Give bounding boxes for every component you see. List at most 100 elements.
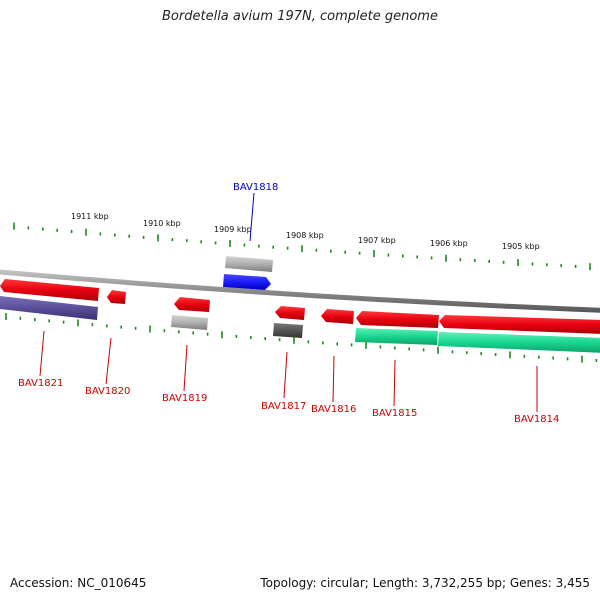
scale-minor-tick: [192, 331, 194, 335]
scale-major-tick: [85, 228, 87, 236]
scale-minor-tick: [206, 332, 209, 336]
scale-minor-tick: [538, 355, 540, 359]
gene-arrow-bav1814[interactable]: [439, 315, 600, 334]
gene-arrow-bav1816[interactable]: [321, 309, 354, 324]
gene-arrow-bav1819[interactable]: [174, 297, 210, 312]
scale-ticks-lower: [5, 313, 598, 363]
scale-minor-tick: [560, 264, 562, 268]
gene-arrow-bav1821[interactable]: [0, 279, 99, 301]
scale-minor-tick: [595, 359, 598, 362]
scale-minor-tick: [163, 329, 166, 333]
scale-minor-tick: [336, 342, 338, 346]
gene-arrow-bav1818[interactable]: [223, 274, 271, 290]
scale-minor-tick: [171, 238, 174, 242]
scale-minor-tick: [523, 354, 526, 358]
scale-major-tick: [509, 351, 511, 359]
scale-minor-tick: [200, 240, 202, 244]
grey-feature-bav1819[interactable]: [171, 315, 208, 330]
green-feature-bav1815[interactable]: [355, 328, 438, 345]
scale-minor-tick: [315, 248, 318, 252]
scale-major-tick: [77, 319, 79, 327]
gene-label-bav1821[interactable]: BAV1821: [18, 378, 63, 389]
grey-feature-bav1818[interactable]: [225, 256, 273, 272]
scale-minor-tick: [430, 256, 433, 260]
scale-minor-tick: [459, 258, 462, 262]
gene-label-bav1819[interactable]: BAV1819: [162, 393, 207, 404]
scale-major-tick: [589, 263, 591, 271]
scale-minor-tick: [552, 356, 554, 360]
scale-minor-tick: [394, 346, 396, 350]
scale-minor-tick: [258, 244, 260, 248]
leader-line-bav1818: [249, 192, 255, 242]
scale-minor-tick: [422, 348, 425, 352]
scale-minor-tick: [307, 340, 310, 344]
gene-arrow-bav1815[interactable]: [356, 311, 439, 328]
scale-minor-tick: [286, 246, 289, 250]
scale-minor-tick: [480, 352, 482, 356]
scale-minor-tick: [546, 263, 548, 267]
scale-minor-tick: [330, 249, 332, 253]
scale-minor-tick: [264, 337, 266, 341]
scale-minor-tick: [62, 320, 65, 324]
scale-major-tick: [5, 313, 7, 320]
map-title: Bordetella avium 197N, complete genome: [162, 9, 438, 24]
scale-minor-tick: [178, 330, 180, 334]
scale-minor-tick: [56, 228, 58, 232]
gene-label-bav1815[interactable]: BAV1815: [372, 408, 417, 419]
scale-minor-tick: [416, 255, 418, 259]
scale-minor-tick: [214, 241, 217, 245]
scale-minor-tick: [322, 341, 324, 345]
leader-line-bav1816: [332, 355, 335, 403]
cds-feature-bav1821[interactable]: [0, 296, 98, 320]
scale-major-tick: [293, 336, 295, 344]
scale-minor-tick: [379, 345, 382, 349]
scale-label-1907: 1907 kbp: [358, 236, 396, 245]
dark-feature-bav1817[interactable]: [273, 323, 303, 338]
scale-major-tick: [149, 325, 151, 333]
scale-major-tick: [365, 341, 367, 349]
scale-minor-tick: [42, 227, 44, 231]
scale-major-tick: [157, 234, 159, 242]
scale-minor-tick: [186, 239, 188, 243]
scale-minor-tick: [408, 347, 410, 351]
scale-minor-tick: [272, 245, 274, 249]
genome-backbone: [0, 269, 600, 313]
scale-major-tick: [445, 254, 447, 262]
gene-arrow-bav1820[interactable]: [107, 290, 126, 304]
leader-line-bav1815: [393, 359, 396, 407]
scale-minor-tick: [531, 262, 534, 266]
scale-minor-tick: [27, 226, 30, 230]
scale-minor-tick: [114, 233, 116, 237]
leader-line-bav1820: [105, 337, 112, 385]
scale-minor-tick: [574, 264, 577, 268]
accession-text: Accession: NC_010645: [10, 576, 147, 590]
scale-minor-tick: [358, 251, 361, 255]
scale-minor-tick: [566, 357, 569, 361]
gene-label-bav1816[interactable]: BAV1816: [311, 404, 356, 415]
green-feature-bav1814[interactable]: [438, 332, 600, 353]
scale-minor-tick: [466, 351, 468, 355]
scale-major-tick: [517, 259, 519, 267]
scale-minor-tick: [99, 232, 102, 236]
scale-major-tick: [13, 222, 15, 230]
scale-minor-tick: [48, 319, 50, 323]
scale-major-tick: [437, 346, 439, 354]
gene-label-bav1814[interactable]: BAV1814: [514, 414, 559, 425]
scale-minor-tick: [128, 234, 130, 238]
scale-minor-tick: [402, 254, 404, 258]
gene-arrow-bav1817[interactable]: [275, 306, 305, 320]
scale-minor-tick: [474, 259, 476, 263]
scale-major-tick: [373, 250, 375, 258]
scale-minor-tick: [235, 334, 238, 338]
scale-minor-tick: [106, 324, 108, 328]
leader-line-bav1819: [183, 344, 188, 392]
scale-minor-tick: [387, 253, 390, 257]
scale-minor-tick: [494, 353, 497, 356]
gene-label-bav1820[interactable]: BAV1820: [85, 386, 130, 397]
gene-label-bav1817[interactable]: BAV1817: [261, 401, 306, 412]
scale-minor-tick: [142, 235, 145, 239]
scale-major-tick: [221, 331, 223, 339]
gene-label-bav1818[interactable]: BAV1818: [233, 182, 278, 193]
scale-minor-tick: [243, 243, 246, 247]
